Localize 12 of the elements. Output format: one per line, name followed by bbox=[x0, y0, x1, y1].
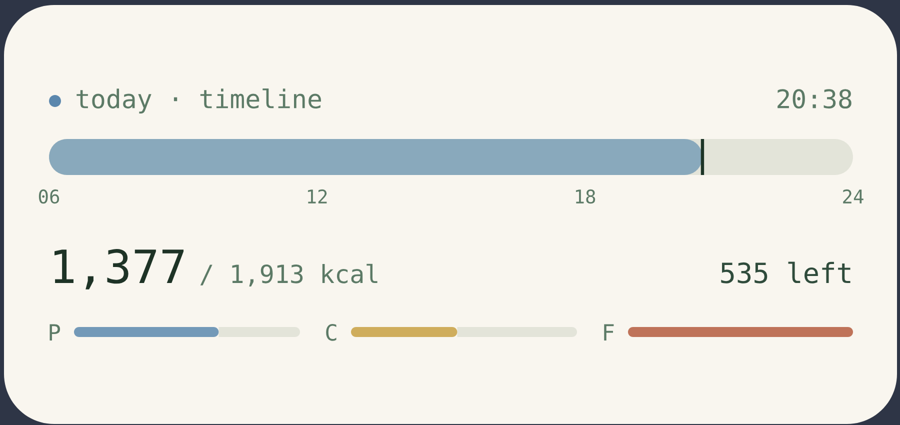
x-tick-label: 24 bbox=[843, 189, 864, 204]
annotation: 535 left bbox=[721, 262, 850, 284]
text: 20:38 bbox=[778, 89, 852, 109]
y-tick-label: P bbox=[50, 324, 60, 340]
x-tick-label: 12 bbox=[308, 189, 327, 204]
x-tick-label: 06 bbox=[38, 189, 60, 204]
annotation: / 1,913 kcal bbox=[200, 264, 378, 287]
x-tick-label: 18 bbox=[576, 189, 596, 204]
y-tick-label: C bbox=[326, 324, 336, 341]
text: 1,377 bbox=[54, 248, 184, 290]
y-tick-label: F bbox=[604, 324, 614, 340]
chart-title: today · timeline bbox=[76, 88, 321, 114]
